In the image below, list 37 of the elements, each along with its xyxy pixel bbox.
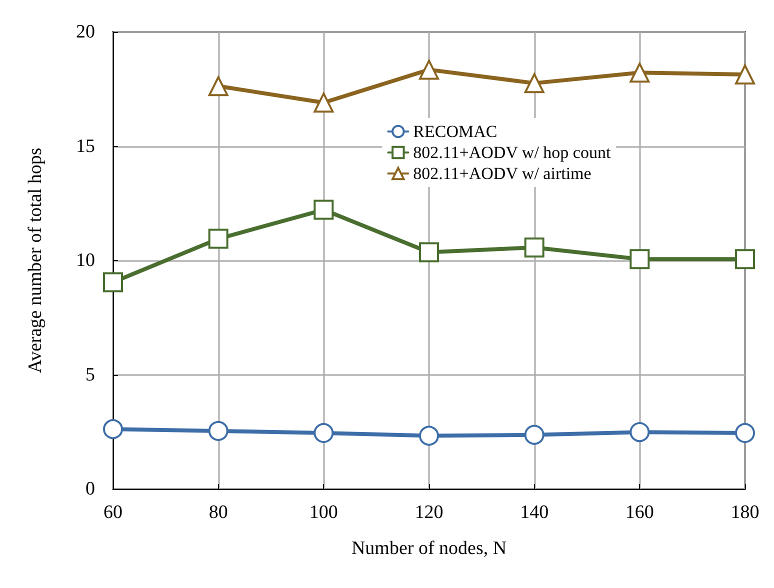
point: [103, 272, 123, 292]
point: [208, 420, 228, 441]
point: [524, 424, 544, 445]
x-tick-label: 180: [730, 502, 760, 523]
x-tick-label: 160: [625, 502, 654, 523]
y-tick-label: 15: [76, 136, 95, 157]
y-axis-title: Average number of total hops: [25, 148, 46, 374]
y-tick-label: 10: [76, 250, 95, 271]
point: [735, 249, 755, 270]
point: [314, 423, 334, 444]
point: [419, 242, 439, 262]
x-tick-label: 80: [208, 502, 228, 523]
point: [208, 228, 228, 249]
point: [103, 419, 123, 440]
point: [208, 76, 228, 96]
legend-label: RECOMAC: [413, 122, 498, 141]
point: [735, 423, 755, 444]
x-tick-label: 100: [309, 502, 338, 523]
x-tick-label: 140: [520, 502, 549, 523]
y-tick-label: 20: [76, 22, 95, 42]
point: [630, 422, 650, 442]
point: [524, 237, 544, 258]
point: [419, 60, 439, 80]
y-tick-label: 5: [86, 364, 95, 386]
point: [314, 200, 334, 220]
legend-label: 802.11+AODV w/ airtime: [413, 164, 592, 183]
x-axis-title: Number of nodes, N: [351, 538, 507, 559]
point: [630, 62, 650, 83]
y-tick-label: 0: [86, 478, 95, 500]
x-tick-label: 120: [414, 502, 444, 523]
point: [314, 92, 334, 113]
point: [419, 426, 439, 446]
point: [524, 73, 544, 94]
x-tick-label: 60: [104, 502, 122, 523]
point: [630, 249, 650, 270]
point: [735, 64, 755, 84]
legend-label: 802.11+AODV w/ hop count: [413, 143, 611, 162]
